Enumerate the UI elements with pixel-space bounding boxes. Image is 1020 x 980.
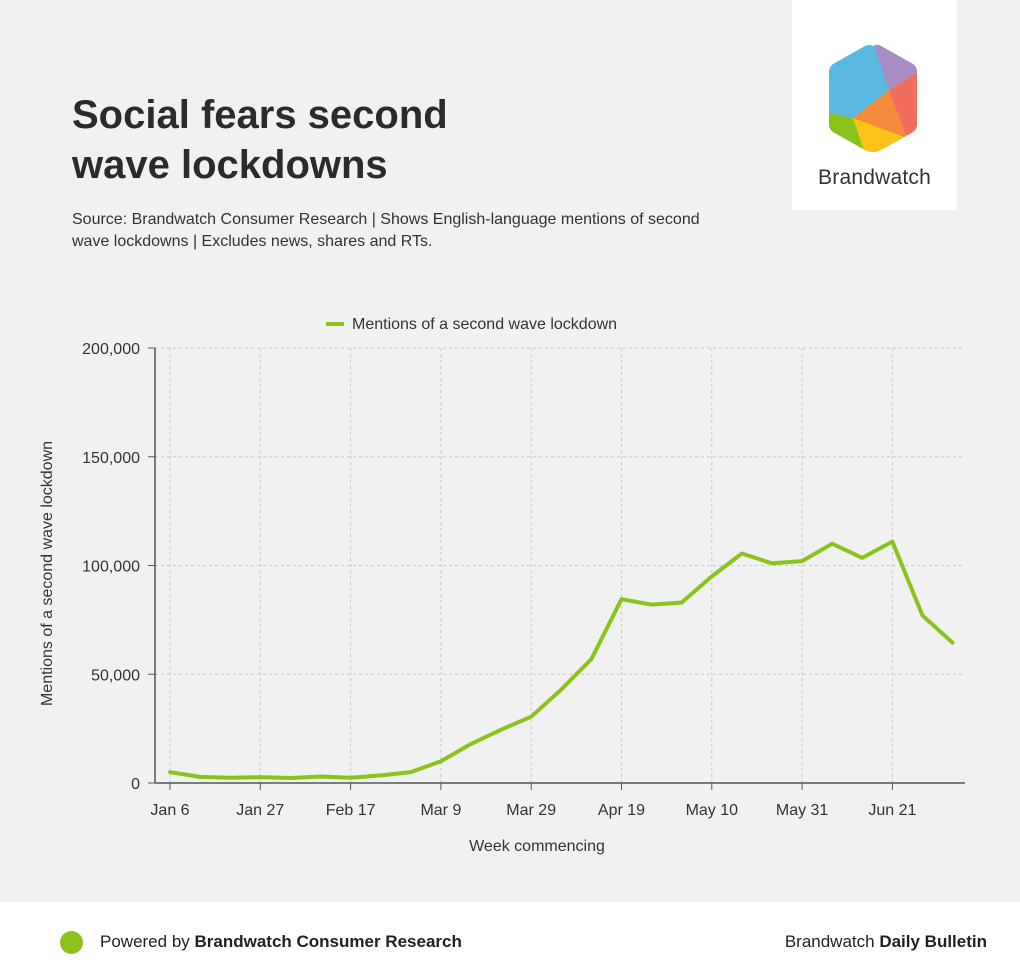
page-title: Social fears second wave lockdowns [72, 90, 592, 190]
footer-powered-by: Powered by Brandwatch Consumer Research [100, 932, 462, 952]
x-tick-label: May 10 [686, 802, 739, 819]
green-dot-icon [60, 931, 83, 954]
line-chart: 0 50,000 100,000 150,000 200,000 Jan 6 Jan 27 F… [39, 316, 965, 855]
x-tick-label: Jun 21 [868, 802, 916, 819]
x-tick-label: Jan 27 [236, 802, 284, 819]
legend-label: Mentions of a second wave lockdown [352, 316, 617, 333]
x-tick-label: Mar 29 [506, 802, 556, 819]
y-axis-title: Mentions of a second wave lockdown [39, 441, 56, 706]
x-tick-label: May 31 [776, 802, 829, 819]
x-axis-title: Week commencing [469, 838, 605, 855]
footer-right-prefix: Brandwatch [784, 932, 880, 951]
footer-left-brand: Brandwatch Consumer Research [194, 932, 462, 951]
title-line-1: Social fears second [72, 93, 448, 137]
footer-left-prefix: Powered by [100, 932, 195, 951]
brand-logo-text: Brandwatch [818, 166, 931, 189]
brand-logo-card: Brandwatch [792, 0, 957, 210]
x-tick-label: Jan 6 [150, 802, 189, 819]
footer-right-title: Daily Bulletin [879, 932, 987, 951]
chart-subtitle: Source: Brandwatch Consumer Research | S… [72, 209, 772, 253]
x-tick-label: Apr 19 [598, 802, 645, 819]
brandwatch-hexagon-logo-icon [829, 45, 917, 152]
title-line-2: wave lockdowns [72, 143, 388, 187]
y-tick-label: 150,000 [82, 450, 140, 467]
y-tick-label: 100,000 [82, 559, 140, 576]
x-tick-label: Feb 17 [326, 802, 376, 819]
x-tick-label: Mar 9 [420, 802, 461, 819]
subtitle-line-2: wave lockdowns | Excludes news, shares a… [72, 233, 433, 250]
series-line-mentions [168, 539, 955, 780]
footer-publication: Brandwatch Daily Bulletin [785, 932, 987, 952]
y-tick-label: 50,000 [91, 667, 140, 684]
y-tick-label: 0 [131, 776, 140, 793]
subtitle-line-1: Source: Brandwatch Consumer Research | S… [72, 211, 700, 228]
y-tick-label: 200,000 [82, 341, 140, 358]
